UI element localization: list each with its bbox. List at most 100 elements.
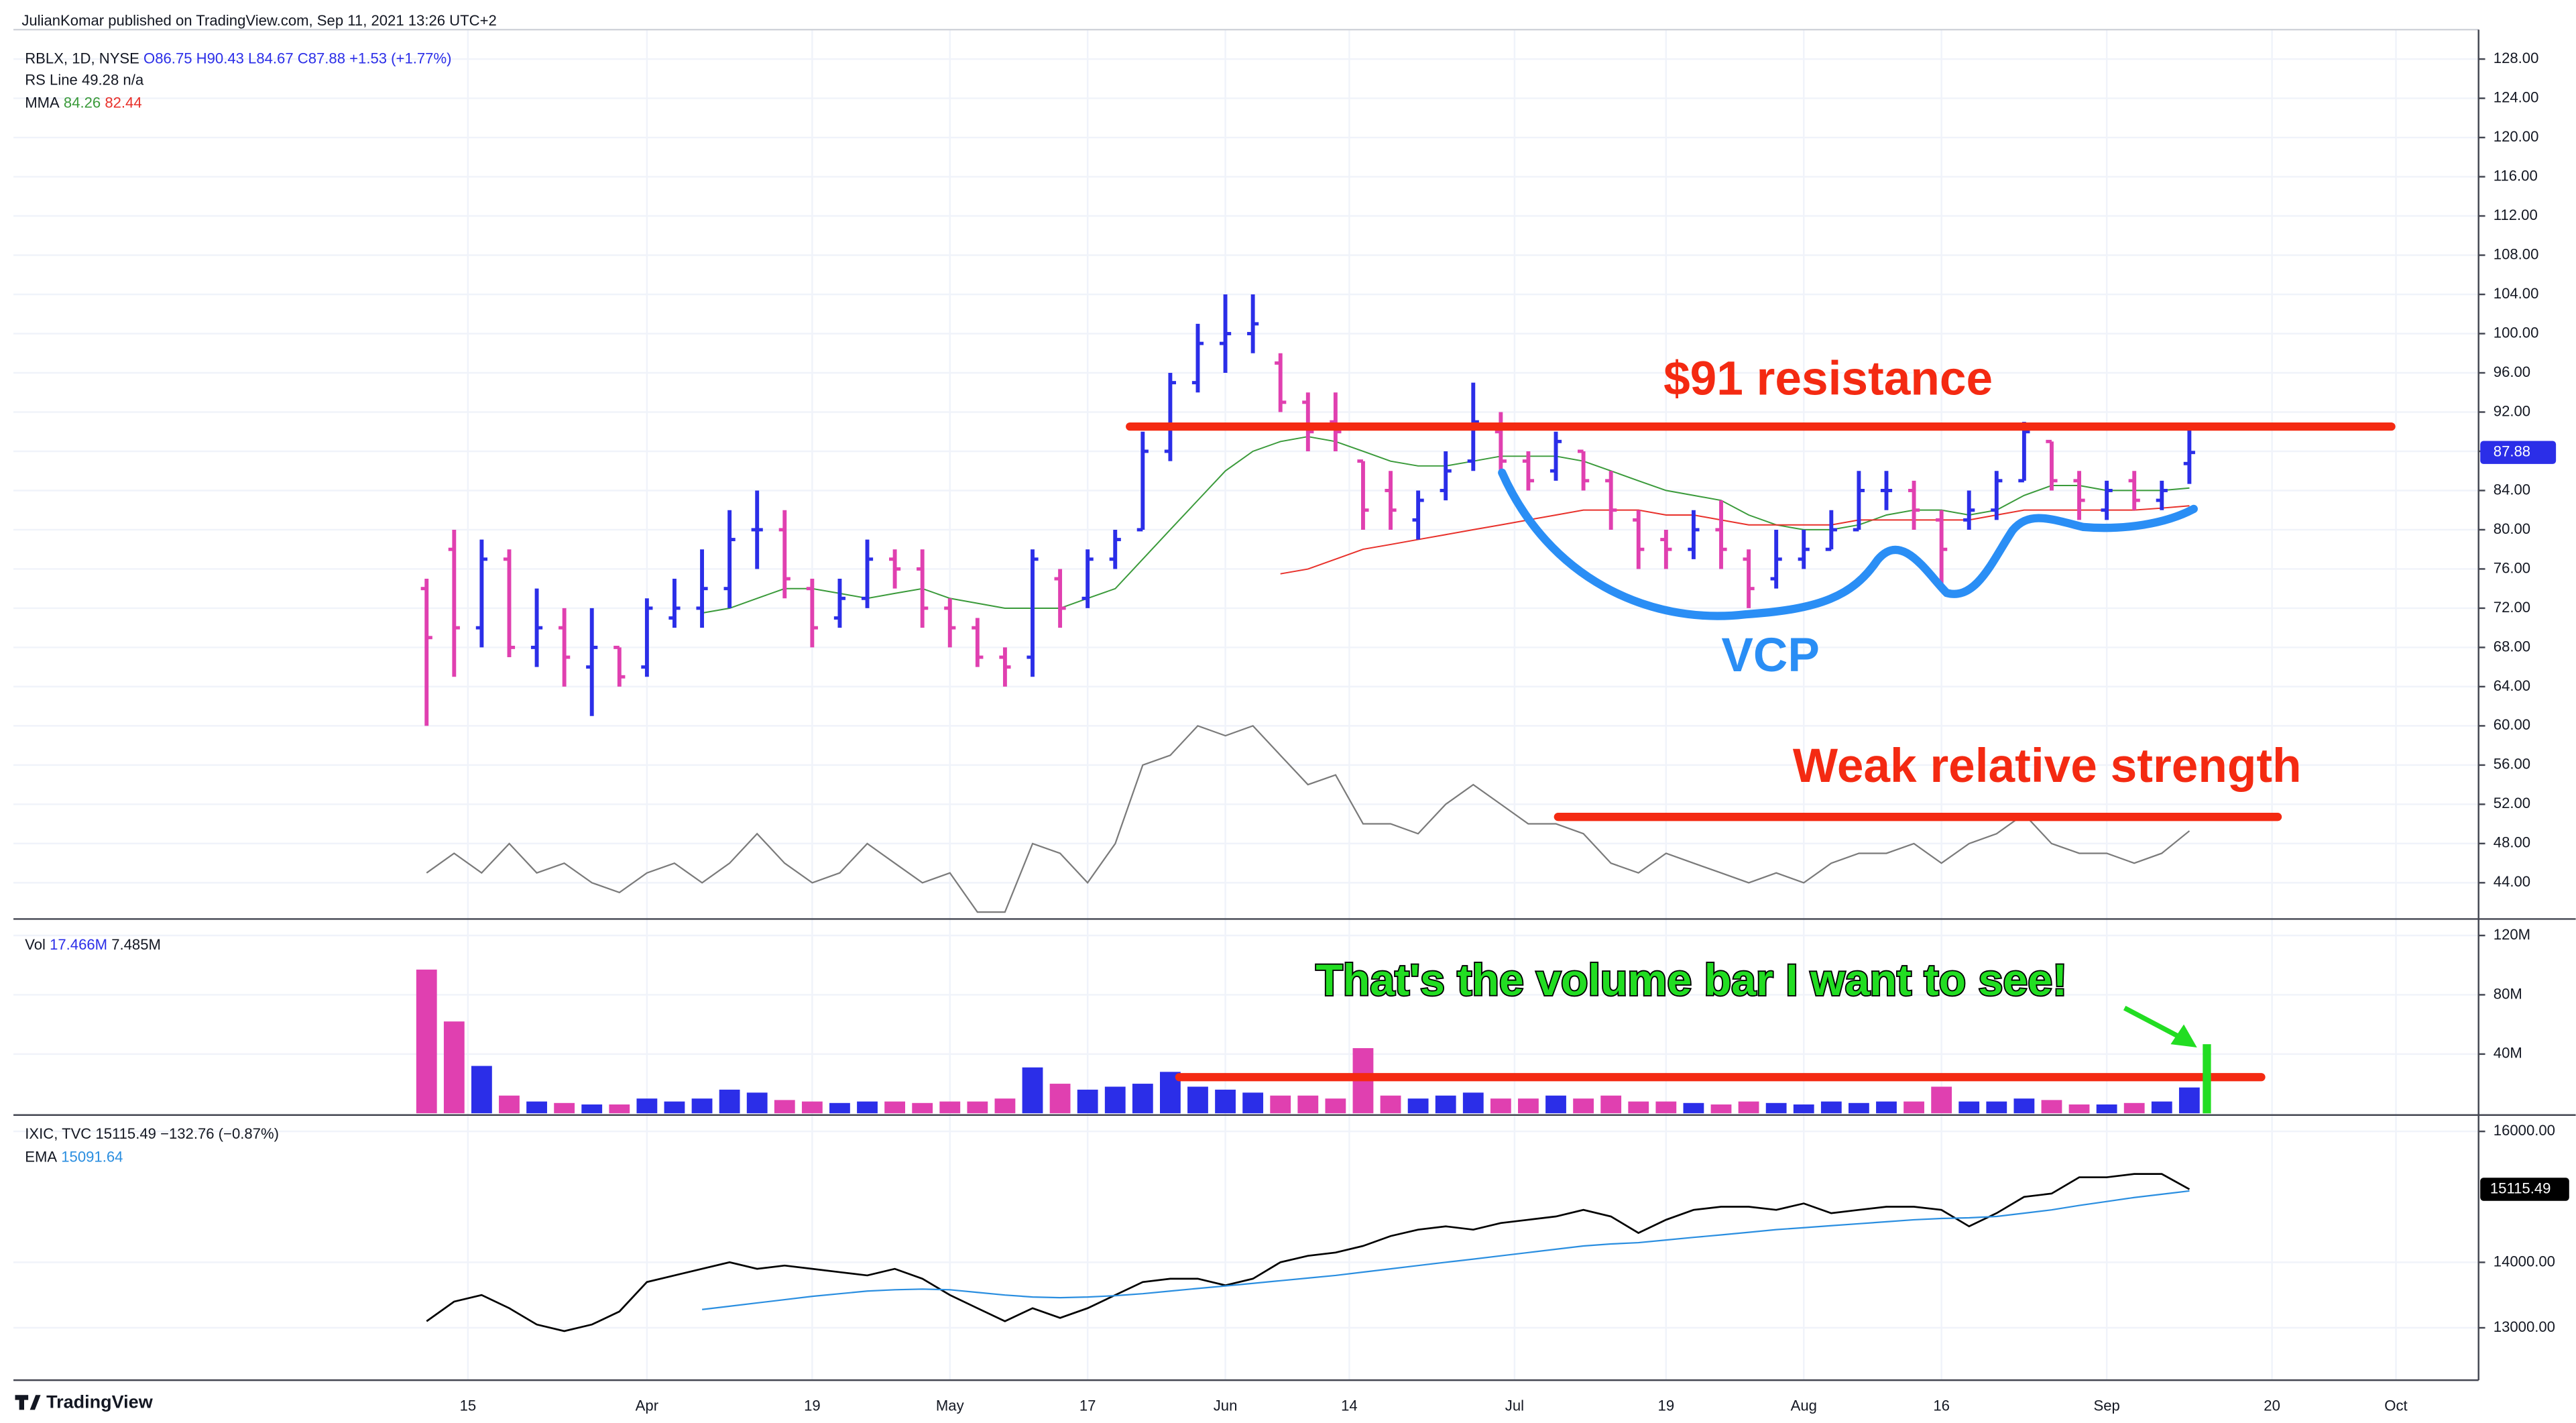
x-tick-label: 16	[1933, 1397, 1950, 1414]
volume-bar	[443, 1021, 465, 1114]
legend: Vol 17.466M 7.485M	[25, 936, 161, 953]
volume-bar	[1518, 1098, 1539, 1114]
y-tick-label: 13000.00	[2494, 1318, 2555, 1335]
volume-bar	[1848, 1102, 1869, 1114]
y-tick-label: 92.00	[2494, 402, 2530, 419]
volume-bar	[2013, 1098, 2035, 1114]
grid	[13, 30, 2479, 1381]
volume-bar	[939, 1101, 961, 1114]
y-tick-label: 100.00	[2494, 324, 2539, 341]
footer-logo: TradingView	[15, 1392, 154, 1412]
annotations: $91 resistance VCP Weak relative strengt…	[1126, 353, 2396, 1114]
legend: MMA 84.26 82.44	[25, 95, 141, 111]
annotation: VCP	[1721, 629, 1819, 682]
legend: EMA 15091.64	[25, 1148, 123, 1165]
y-tick-label: 116.00	[2494, 167, 2538, 184]
axis-labels: 15 Apr 19 May 17 Jun 14 Jul 19 Aug 16 Sep 20 Oct 44.00…	[460, 50, 2569, 1414]
last-price-label: 87.88	[2494, 443, 2530, 460]
y-tick-label: 52.00	[2494, 795, 2530, 811]
x-tick-label: Jul	[1505, 1397, 1524, 1414]
y-tick-label: 56.00	[2494, 756, 2530, 773]
volume-bar	[1904, 1101, 1924, 1114]
volume-bar	[2068, 1104, 2090, 1114]
x-tick-label: Jun	[1214, 1397, 1238, 1414]
volume-bar	[526, 1101, 547, 1114]
volume-bar	[1215, 1089, 1236, 1114]
y-tick-label: 120M	[2494, 926, 2530, 943]
y-tick-label: 80.00	[2494, 520, 2530, 537]
volume-bar	[636, 1098, 658, 1114]
volume-bar	[1104, 1086, 1126, 1114]
x-tick-label: Aug	[1791, 1397, 1817, 1414]
annotation: $91 resistance	[1663, 353, 1993, 406]
y-tick-label: 96.00	[2494, 363, 2530, 380]
volume-bar	[912, 1102, 933, 1114]
volume-bar	[554, 1102, 575, 1114]
x-tick-label: 20	[2264, 1397, 2280, 1414]
last-value-label: 15115.49	[2490, 1180, 2551, 1196]
x-tick-label: 15	[460, 1397, 477, 1414]
volume-bar	[1022, 1067, 1043, 1114]
legend-value: 82.44	[105, 95, 141, 111]
legend-value: 15115.49	[95, 1125, 156, 1142]
legend: IXIC, TVC 15115.49 −132.76 (−0.87%)	[25, 1125, 279, 1142]
last-value-badge	[2480, 1178, 2569, 1201]
x-tick-label: 19	[804, 1397, 821, 1414]
y-tick-label: 76.00	[2494, 559, 2530, 576]
volume-bar	[1986, 1101, 2007, 1114]
price-pane	[420, 294, 2195, 913]
volume-bar	[471, 1066, 492, 1114]
legend-value: 7.485M	[111, 936, 161, 953]
volume-bar	[1435, 1095, 1456, 1114]
legend-value: 49.28	[82, 71, 119, 88]
index-pane	[426, 1173, 2190, 1332]
annotation: Weak relative strength	[1793, 740, 2302, 793]
y-tick-label: 124.00	[2494, 89, 2539, 105]
x-tick-label: May	[936, 1397, 964, 1414]
volume-bar	[2151, 1101, 2172, 1114]
volume-bar	[2041, 1100, 2062, 1114]
volume-bar	[2178, 1087, 2200, 1114]
legend-name: IXIC, TVC	[25, 1125, 91, 1142]
volume-bar	[1545, 1095, 1566, 1114]
legend: RBLX, 1D, NYSE O86.75 H90.43 L84.67 C87.…	[25, 50, 451, 66]
volume-bar	[1242, 1092, 1264, 1114]
volume-bar	[1931, 1086, 1952, 1114]
line-series	[702, 1190, 2190, 1310]
volume-bar	[1628, 1101, 1649, 1114]
volume-bar	[1462, 1092, 1484, 1114]
volume-bar	[1573, 1098, 1594, 1114]
legend-name: RS Line	[25, 71, 78, 88]
volume-bar	[1407, 1098, 1429, 1114]
y-tick-label: 128.00	[2494, 50, 2539, 66]
legend: RS Line 49.28 n/a	[25, 71, 144, 88]
y-tick-label: 72.00	[2494, 599, 2530, 616]
x-tick-label: Oct	[2384, 1397, 2407, 1414]
volume-pane	[416, 969, 2200, 1114]
volume-bar	[1765, 1102, 1787, 1114]
volume-bar	[1297, 1095, 1319, 1114]
volume-bar	[994, 1098, 1016, 1114]
vcp-curve	[1498, 468, 2198, 620]
volume-bar	[499, 1095, 520, 1114]
y-tick-label: 14000.00	[2494, 1253, 2555, 1269]
y-tick-label: 104.00	[2494, 285, 2539, 302]
volume-bar	[857, 1101, 878, 1114]
footer-brand: TradingView	[46, 1392, 154, 1412]
legend-value: 84.26	[64, 95, 101, 111]
legend-name: Vol	[25, 936, 46, 953]
y-tick-label: 108.00	[2494, 245, 2539, 262]
last-price-badge	[2480, 441, 2557, 464]
volume-bar	[1876, 1101, 1897, 1114]
y-tick-label: 40M	[2494, 1045, 2522, 1062]
volume-bar	[1380, 1095, 1401, 1114]
volume-bar	[1793, 1104, 1814, 1114]
volume-bar	[1600, 1095, 1622, 1114]
legend-name: EMA	[25, 1148, 57, 1165]
volume-bar	[1958, 1101, 1980, 1114]
legend-name: MMA	[25, 95, 60, 111]
volume-bar	[801, 1101, 823, 1114]
volume-bar	[691, 1098, 713, 1114]
